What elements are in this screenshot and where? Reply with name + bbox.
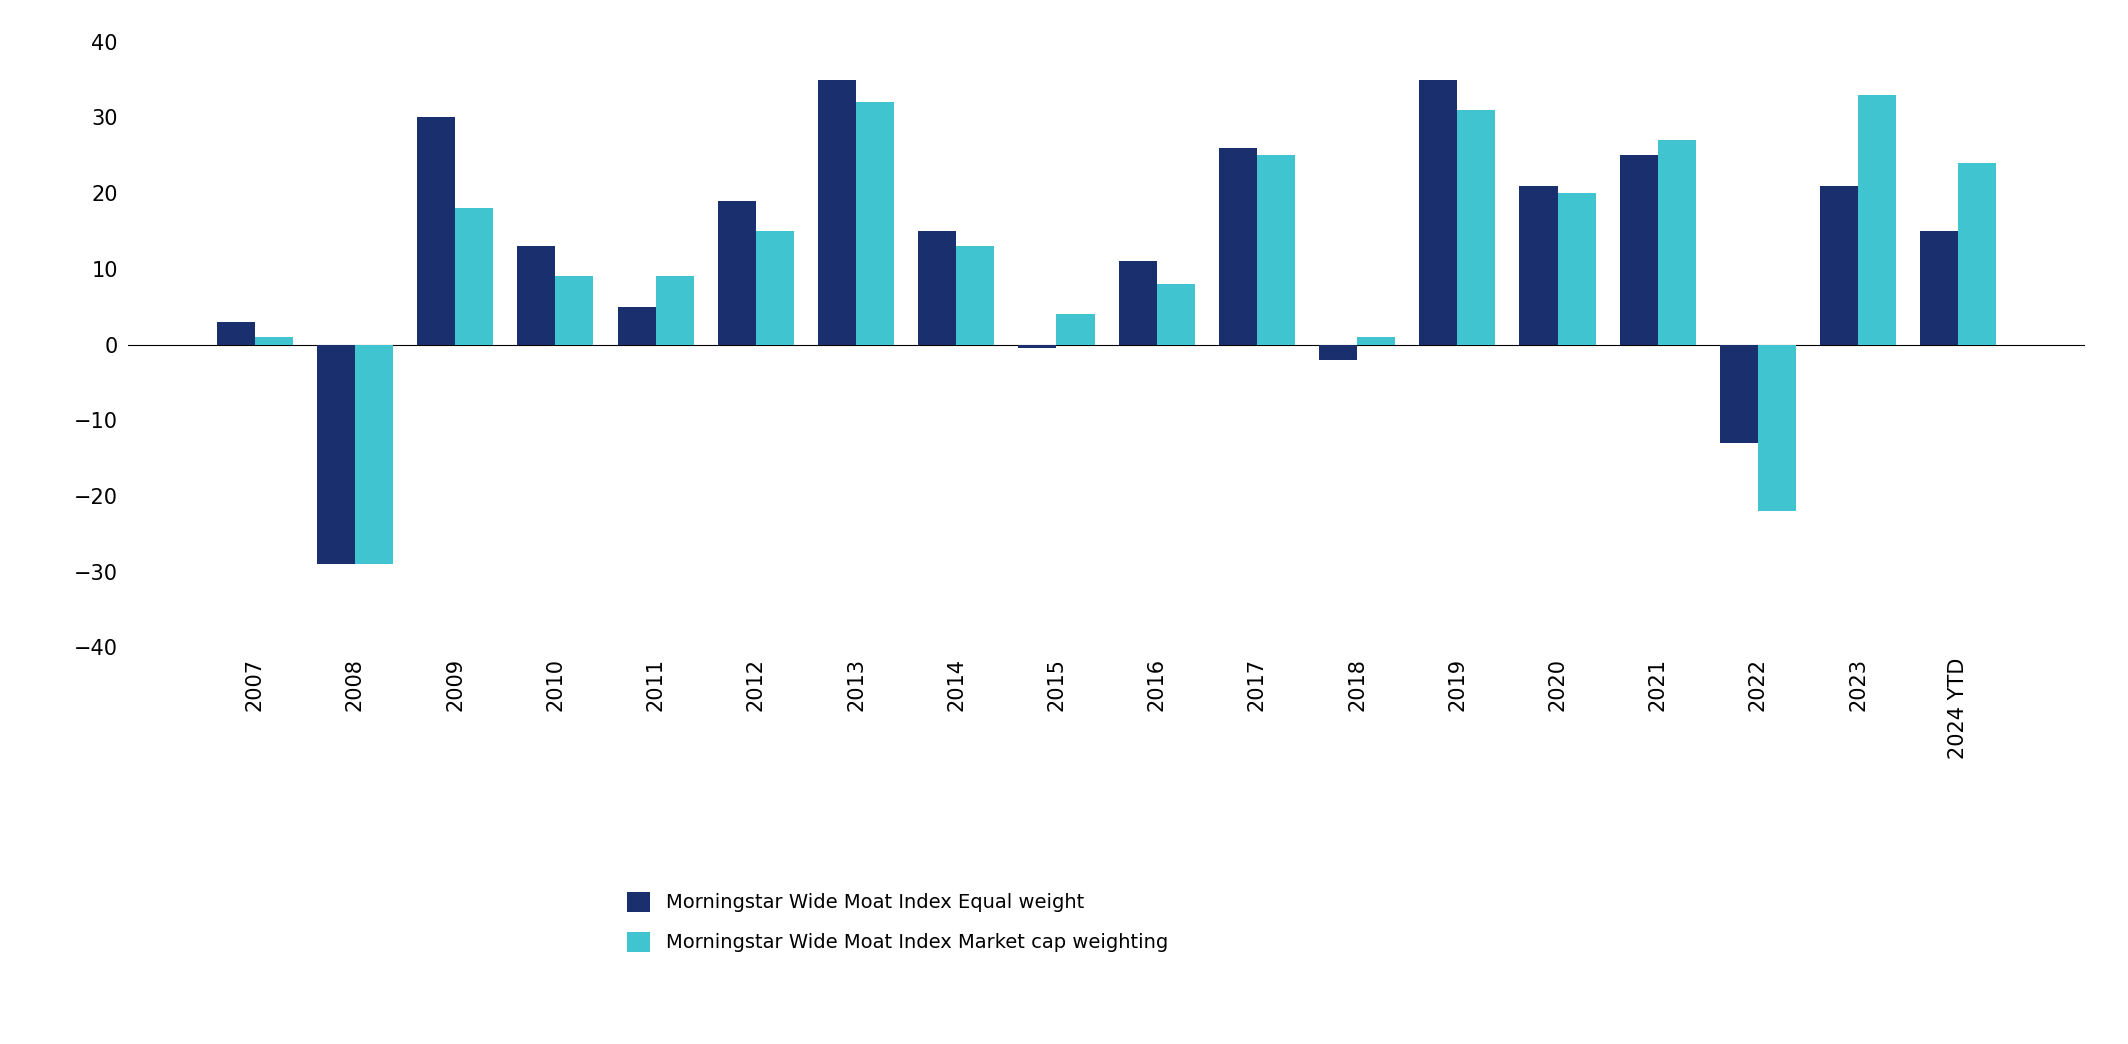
Bar (1858, 95, 1896, 345)
Bar (1958, 163, 1996, 345)
Bar (1419, 79, 1458, 345)
Bar (917, 231, 955, 345)
Bar (717, 200, 755, 345)
Bar (1158, 284, 1194, 345)
Bar (1519, 186, 1558, 345)
Bar (755, 231, 794, 345)
Bar (455, 209, 494, 345)
Bar (1619, 156, 1658, 345)
Bar (1319, 345, 1358, 359)
Bar (355, 345, 394, 564)
Bar (617, 307, 655, 345)
Bar (1458, 110, 1496, 345)
Bar (1219, 148, 1258, 345)
Bar (1558, 193, 1596, 345)
Bar (1358, 337, 1396, 345)
Bar (1819, 186, 1858, 345)
Bar (255, 337, 294, 345)
Bar (817, 79, 855, 345)
Bar (1919, 231, 1958, 345)
Bar (417, 118, 455, 345)
Bar (1119, 261, 1158, 345)
Bar (1055, 314, 1094, 345)
Bar (855, 102, 894, 345)
Bar (1719, 345, 1758, 443)
Bar (1758, 345, 1796, 512)
Bar (655, 277, 694, 345)
Bar (555, 277, 594, 345)
Bar (517, 246, 555, 345)
Bar (1258, 156, 1296, 345)
Bar (217, 322, 255, 345)
Bar (317, 345, 355, 564)
Bar (1658, 140, 1696, 345)
Bar (1019, 345, 1055, 349)
Legend: Morningstar Wide Moat Index Equal weight, Morningstar Wide Moat Index Market cap: Morningstar Wide Moat Index Equal weight… (628, 892, 1168, 952)
Bar (955, 246, 994, 345)
